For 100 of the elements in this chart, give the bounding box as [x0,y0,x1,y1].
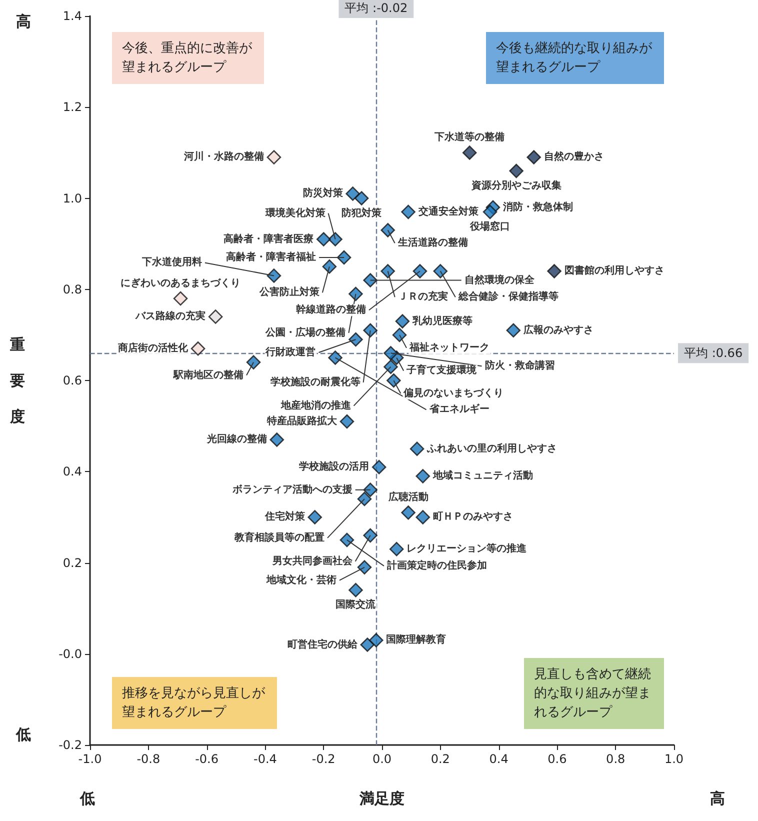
point [547,264,562,278]
point [380,264,395,278]
annotation: 駅南地区の整備 [172,368,244,381]
annotation: 広聴活動 [387,491,428,504]
annotation: レクリエーション等の推進 [406,542,528,555]
annotation: 特産品販路拡大 [266,415,338,428]
annotation: 町営住宅の供給 [287,638,358,650]
text: 低 [15,726,31,744]
y-tick-label: -0.2 [58,738,82,752]
y-tick-label: 1.0 [62,191,82,206]
point [433,264,448,278]
annotation: 計画策定時の住民参加 [386,559,487,572]
y-tick-label: 0.8 [62,282,82,296]
point [482,204,498,220]
x-tick-label: 0.2 [430,752,450,766]
annotation: 消防・救急体制 [502,200,573,213]
point [369,633,384,648]
annotation: 交通安全対策 [417,205,480,218]
annotation: 光回線の整備 [206,433,267,446]
point [509,164,524,178]
text: 高 [16,12,31,30]
point [357,492,372,506]
annotation: 幹線道路の整備 [296,304,366,316]
point [360,638,375,652]
annotation: 防災対策 [302,187,344,200]
annotation: 総合健診・保健指導等 [457,290,558,303]
annotation: 地域コミュニティ活動 [432,470,533,482]
point [340,414,354,429]
text: 低 [79,790,95,808]
point [389,542,404,556]
annotation: ＪＲの充実 [398,290,448,303]
annotation: 学校施設の活用 [299,460,370,473]
point [208,310,223,324]
point [336,250,352,265]
y-tick-label: 0.6 [62,374,82,388]
annotation: 国際交流 [336,598,377,611]
point [363,482,378,497]
annotation: 役場窓口 [469,220,510,232]
x-tick-label: 0.4 [489,752,508,766]
annotation: 資源分別やごみ収集 [470,179,562,192]
point [308,510,322,524]
ref-line-label: 平均 :0.66 [684,346,743,360]
annotation: にぎわいのあるまちづくり [120,278,241,289]
annotation: 住宅対策 [264,510,306,523]
x-tick-label: -1.0 [78,752,102,766]
x-tick-label: -0.2 [312,752,336,766]
point [246,355,261,370]
annotation: 子育て支援環境 [406,364,478,376]
point [410,442,424,456]
x-tick-label: -0.6 [195,752,219,766]
annotation: 高齢者・障害者福祉 [226,250,316,263]
point [384,346,398,360]
x-tick-label: 0.0 [372,752,392,766]
text: 高 [710,790,725,808]
annotation: バス路線の充実 [134,310,206,322]
y-tick-label: 0.2 [62,556,82,570]
y-tick-label: 1.2 [62,100,82,114]
point [328,350,342,365]
annotation: 推移を見ながら見直しが望まれるグループ [122,686,266,720]
annotation: 図書館の利用しやすさ [564,264,664,277]
y-tick-label: 0.4 [62,464,82,479]
ref-line-label: 平均 :-0.02 [344,1,408,15]
annotation: 河川・水路の整備 [182,150,264,163]
annotation: 福祉ネットワーク [408,341,490,354]
point [363,528,378,543]
point [340,532,354,548]
point [526,150,541,164]
point [384,360,398,374]
annotation: 男女共同参画社会 [271,554,354,567]
point [270,432,284,447]
point [395,314,410,328]
annotation: 町ＨＰのみやすさ [432,512,513,523]
annotation: 環境美化対策 [264,206,326,219]
annotation: 生活道路の整備 [396,236,468,249]
annotation: 国際理解教育 [386,634,446,646]
annotation: 広報のみやすさ [522,324,594,336]
point [462,146,477,160]
annotation: 自然の豊かさ [544,150,604,163]
point [266,150,282,164]
x-tick-label: 0.8 [606,752,626,766]
text: 重要度 [10,336,25,426]
point [173,291,188,306]
point [372,460,386,474]
annotation: 乳幼児医療等 [411,314,472,327]
annotation: 商店街の活性化 [117,342,190,354]
point [266,268,282,283]
annotation: 防犯対策 [342,206,383,219]
point [363,323,378,338]
annotation: 公害防止対策 [258,286,320,298]
annotation: 防火・救命講習 [484,360,555,372]
annotation: 自然環境の保全 [464,274,536,286]
point [348,332,363,347]
point [348,286,363,302]
point [322,259,337,274]
annotation: 今後、重点的に改善が望まれるグループ [122,40,253,75]
point [354,191,369,206]
point [506,323,521,338]
annotation: 今後も継続的な取り組みが望まれるグループ [496,41,653,75]
annotation: 高齢者・障害者医療 [224,232,314,245]
x-tick-label: 0.6 [548,752,567,766]
